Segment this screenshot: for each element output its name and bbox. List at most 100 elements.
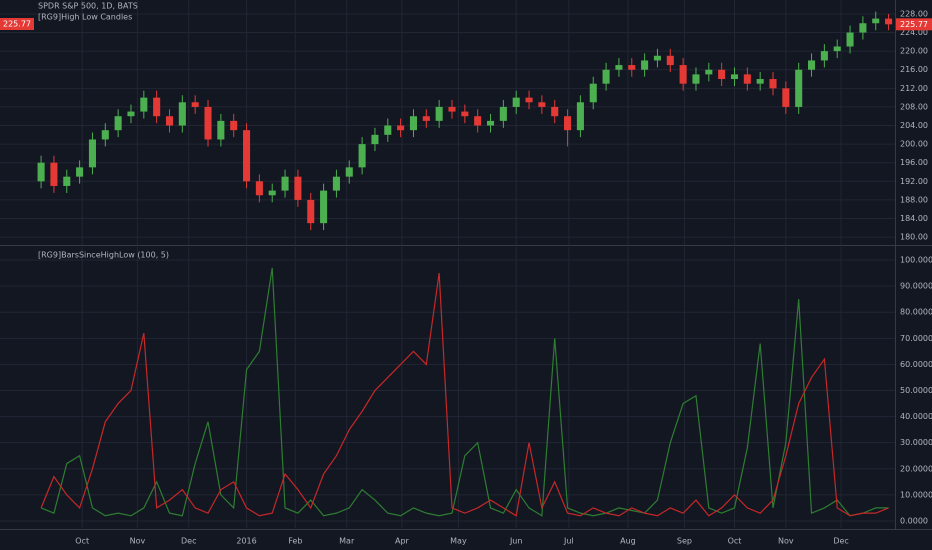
- candle-body: [730, 74, 739, 80]
- candle-body: [525, 97, 533, 103]
- candle-body: [743, 74, 751, 84]
- candle-body: [76, 167, 84, 177]
- candle-body: [576, 102, 584, 131]
- y-tick-label: 100.0000: [900, 256, 932, 265]
- candle-body: [204, 106, 212, 140]
- y-tick-label: 60.0000: [900, 360, 932, 369]
- y-tick-label: 20.0000: [900, 464, 932, 473]
- candle-body: [808, 60, 816, 70]
- candle-body: [859, 23, 867, 33]
- candle-body: [127, 111, 135, 117]
- x-tick-label: Dec: [181, 537, 196, 546]
- y-tick-label: 216.00: [900, 65, 928, 74]
- last-price-label: 225.77: [900, 20, 928, 29]
- candle-body: [718, 69, 726, 80]
- y-tick-label: 188.00: [900, 195, 928, 204]
- candle-body: [589, 83, 597, 103]
- indicator-line: [40, 267, 889, 517]
- candle-body: [320, 190, 328, 224]
- x-tick-label: Aug: [620, 537, 636, 546]
- x-tick-label: Dec: [833, 537, 848, 546]
- candle-body: [499, 106, 507, 121]
- candle-body: [872, 18, 880, 24]
- candle-body: [448, 106, 456, 112]
- x-tick-label: Jul: [563, 537, 574, 546]
- y-tick-label: 192.00: [900, 177, 928, 186]
- candle-body: [820, 51, 828, 61]
- y-tick-label: 228.00: [900, 9, 928, 18]
- candle-body: [474, 116, 482, 126]
- indicator-title: [RG9]BarsSinceHighLow (100, 5): [38, 251, 169, 260]
- candle-body: [885, 18, 893, 25]
- candle-body: [37, 162, 45, 182]
- indicator-line: [40, 273, 889, 517]
- candle-body: [641, 60, 649, 70]
- candle-body: [756, 79, 764, 84]
- candle-body: [551, 106, 559, 117]
- candle-body: [846, 32, 854, 47]
- candle-body: [191, 102, 199, 107]
- y-tick-label: 212.00: [900, 84, 928, 93]
- x-tick-label: Nov: [778, 537, 794, 546]
- candle-body: [705, 69, 713, 75]
- x-tick-label: Oct: [728, 537, 742, 546]
- candle-body: [153, 97, 161, 117]
- candle-body: [345, 167, 353, 177]
- candle-body: [666, 55, 674, 66]
- y-tick-label: 40.0000: [900, 412, 932, 421]
- y-tick-label: 0.0000: [900, 516, 928, 525]
- candle-body: [679, 65, 687, 84]
- x-tick-label: Jun: [509, 537, 523, 546]
- y-tick-label: 208.00: [900, 102, 928, 111]
- candle-body: [795, 69, 803, 107]
- candle-body: [358, 144, 366, 168]
- candle-body: [384, 125, 392, 135]
- candle-body: [114, 116, 122, 131]
- candle-body: [602, 69, 610, 84]
- x-tick-label: Apr: [395, 537, 410, 546]
- candle-body: [769, 79, 777, 89]
- y-tick-label: 90.0000: [900, 282, 932, 291]
- last-price-label: 225.77: [3, 20, 31, 29]
- y-tick-label: 220.00: [900, 47, 928, 56]
- candle-body: [307, 199, 315, 224]
- candle-body: [50, 162, 58, 186]
- candle-body: [409, 116, 418, 131]
- candle-body: [538, 102, 546, 107]
- chart-title: SPDR S&P 500, 1D, BATS: [38, 2, 138, 11]
- candle-body: [422, 116, 430, 121]
- y-tick-label: 50.0000: [900, 386, 932, 395]
- y-tick-label: 10.0000: [900, 490, 932, 499]
- last-price-box: [0, 18, 34, 30]
- x-tick-label: Oct: [75, 537, 89, 546]
- candle-body: [512, 97, 520, 107]
- candle-body: [833, 46, 841, 52]
- y-tick-label: 224.00: [900, 28, 928, 37]
- y-tick-label: 204.00: [900, 121, 928, 130]
- candle-body: [653, 55, 661, 61]
- candle-body: [461, 111, 469, 117]
- candle-body: [371, 134, 379, 145]
- candle-body: [435, 106, 443, 121]
- y-tick-label: 180.00: [900, 233, 928, 242]
- candle-body: [628, 65, 636, 70]
- candle-body: [281, 176, 289, 191]
- y-tick-label: 196.00: [900, 158, 928, 167]
- candle-body: [564, 116, 572, 131]
- y-tick-label: 200.00: [900, 140, 928, 149]
- x-tick-label: 2016: [236, 537, 256, 546]
- candle-body: [332, 176, 340, 191]
- last-price-box: [896, 18, 932, 31]
- candle-body: [255, 181, 263, 196]
- x-tick-label: May: [450, 537, 467, 546]
- x-tick-label: Feb: [288, 537, 302, 546]
- y-tick-label: 30.0000: [900, 438, 932, 447]
- candle-body: [140, 97, 148, 112]
- x-tick-label: Mar: [339, 537, 355, 546]
- candle-body: [88, 139, 96, 168]
- candle-body: [268, 190, 276, 196]
- candle-body: [217, 120, 225, 140]
